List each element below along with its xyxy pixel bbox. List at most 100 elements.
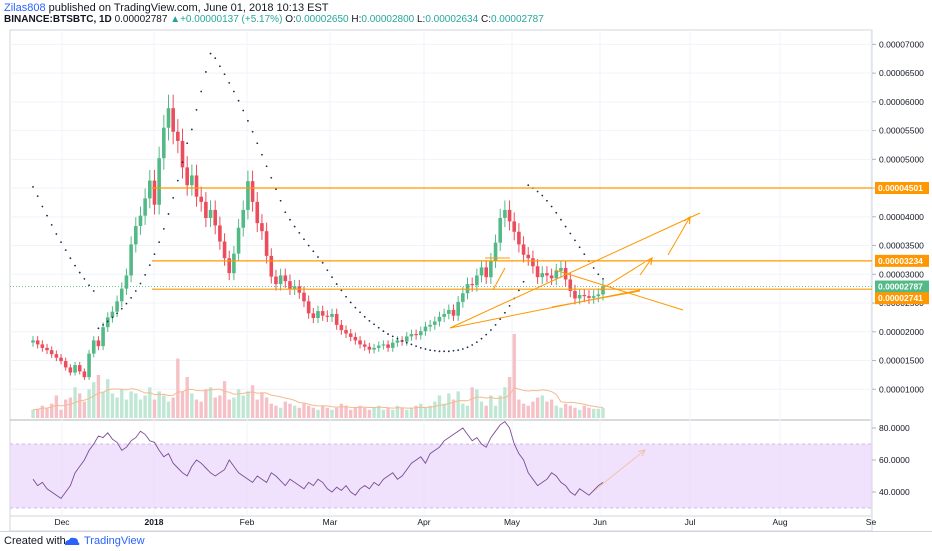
volume-bar [484,405,488,418]
sar-dot [377,326,380,329]
projection-arrow-1[interactable] [639,257,653,276]
candle-body [292,286,297,289]
projection-leg[interactable] [492,267,506,291]
sar-dot [387,333,389,335]
candle-body [353,336,358,341]
projection-arrow-1-head[interactable] [645,256,653,266]
wedge-lower-line[interactable] [551,290,641,308]
author-link[interactable]: Zilas808 [4,2,46,14]
price-label-tag [875,254,929,267]
candle-body [180,140,185,168]
volume-bar [517,399,521,418]
candle-body [404,336,409,342]
sar-dot [405,341,408,344]
sar-dot [50,223,53,226]
time-tick-label: Dec [54,517,70,527]
candle-body [143,198,147,216]
candle-body [264,231,269,256]
candle-body [45,347,49,351]
sar-dot [256,142,259,145]
volume-bar [180,391,185,418]
candle-body [119,288,124,302]
candle-body [166,108,171,128]
candle-body [479,267,484,276]
volume-bar [292,405,297,418]
volume-bar [227,399,231,418]
price-chart[interactable]: 0.00007000 0.00006500 0.00006000 0.00005500… [0,0,932,531]
sar-dot [265,165,268,168]
volume-bar [274,405,278,418]
sar-dot [401,340,403,342]
candle-body [596,294,601,297]
candle-body [283,275,288,282]
time-tick-label: May [504,517,521,527]
sar-dot [144,273,147,276]
sar-dot [172,196,175,199]
volume-bar [395,405,400,418]
sar-dot [438,350,441,353]
volume-bar [222,381,227,418]
candle-body [190,175,194,186]
price-label-text: 0.00002787 [878,282,923,292]
candle-body [278,275,283,285]
volume-bar [59,409,63,418]
volume-bar [148,387,152,418]
candle-body [227,258,232,274]
volume-bar [110,393,115,418]
projection-leg[interactable] [599,261,646,291]
candle-body [320,311,325,316]
candle-body [442,313,446,317]
sar-dot [363,315,366,318]
sar-dot [602,277,604,280]
volume-bar [451,399,456,418]
volume-bar [45,407,49,418]
volume-bar [320,405,325,418]
volume-bar [447,393,451,418]
wedge-upper-line[interactable] [554,269,684,311]
sar-dot [354,306,357,309]
volume-bar [521,403,526,418]
candle-body [260,223,264,232]
sar-dot [541,194,544,197]
candle-body [325,315,330,317]
volume-bar [503,387,507,418]
volume-bar [349,409,353,418]
sar-dot [60,241,62,244]
candle-body [68,367,73,373]
volume-bar [363,407,367,418]
volume-bar [573,407,577,418]
sar-dot [209,52,212,55]
sar-dot [204,71,207,73]
open-value: 0.00002650 [295,14,349,25]
trend-channel-upper[interactable] [449,212,701,329]
volume-bar [437,395,442,418]
candle-body [348,333,353,337]
sar-dot [116,312,118,315]
projection-arrow-2[interactable] [667,216,691,256]
volume-bar [49,403,54,418]
candle-body [559,267,563,271]
volume-bar [568,405,572,418]
candle-body [133,226,138,245]
sar-dot [382,330,385,333]
sar-dot [69,257,72,260]
close-label: C: [480,14,491,25]
candle-body [138,215,143,227]
candle-body [35,340,40,345]
sar-dot [158,241,161,244]
published-text: published on TradingView.com, June 01, 2… [48,2,329,14]
price-tick-label: 0.00006500 [879,68,924,78]
candle-body [582,294,587,297]
sar-dot [102,323,104,326]
volume-bar [330,409,334,418]
sar-dot [167,213,170,215]
volume-bar [325,407,330,418]
volume-bar [306,405,311,418]
candle-body [236,227,241,254]
price-tick-label: 0.00007000 [879,39,924,49]
candle-body [549,275,554,279]
rsi-tick-label: 40.0000 [879,487,910,497]
tradingview-brand-link[interactable]: TradingView [84,535,145,547]
projection-arrow-2-head[interactable] [683,215,691,225]
volume-bar [204,389,208,418]
